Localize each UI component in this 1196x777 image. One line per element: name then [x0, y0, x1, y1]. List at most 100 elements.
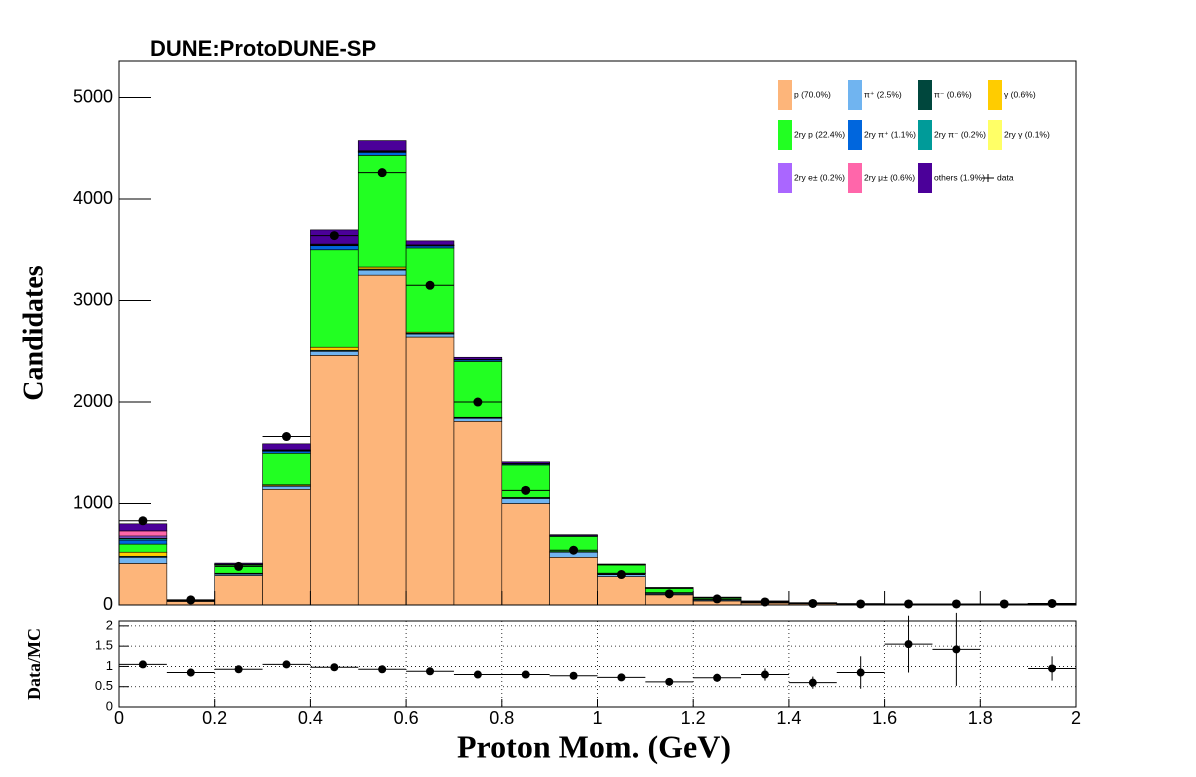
stack-segment	[454, 357, 502, 359]
stack-segment	[263, 444, 311, 450]
x-tick-label: 1.8	[968, 708, 993, 728]
stack-segment	[502, 498, 550, 503]
ratio-point	[952, 645, 960, 653]
ratio-point	[809, 679, 817, 687]
stack-segment	[454, 421, 502, 605]
y-axis-label: Candidates	[18, 265, 49, 400]
stack-segment	[502, 462, 550, 464]
legend-swatch	[778, 80, 792, 110]
legend-label: others (1.9%)	[934, 172, 985, 182]
stack-segment	[119, 552, 167, 556]
stack-segment	[119, 563, 167, 605]
ratio-point	[235, 665, 243, 673]
data-point	[617, 570, 626, 579]
legend-label: 2ry e± (0.2%)	[794, 172, 845, 182]
stack-segment	[310, 250, 358, 347]
ratio-point	[426, 667, 434, 675]
data-point	[473, 398, 482, 407]
ratio-point	[857, 669, 865, 677]
stack-segment	[119, 540, 167, 544]
data-point	[426, 281, 435, 290]
data-point	[808, 599, 817, 608]
ratio-point	[665, 678, 673, 686]
y-tick-label: 4000	[73, 188, 113, 208]
stack-segment	[119, 557, 167, 563]
stack-segment	[454, 418, 502, 421]
stack-segment	[310, 355, 358, 605]
legend-swatch	[918, 80, 932, 110]
legend-label: data	[997, 172, 1014, 182]
legend-swatch	[848, 80, 862, 110]
x-tick-label: 1.4	[776, 708, 801, 728]
legend-swatch	[778, 163, 792, 193]
stack-segment	[263, 489, 311, 605]
stack-segment	[598, 564, 646, 565]
x-tick-label: 0.8	[489, 708, 514, 728]
data-point	[569, 546, 578, 555]
stack-segment	[358, 152, 406, 155]
legend-swatch	[848, 120, 862, 150]
ratio-point	[378, 665, 386, 673]
data-point	[1000, 599, 1009, 608]
x-tick-label: 0.2	[202, 708, 227, 728]
stack-segment	[406, 248, 454, 332]
stack-segment	[358, 267, 406, 269]
stack-segment	[454, 361, 502, 417]
data-point	[904, 599, 913, 608]
ratio-point	[474, 671, 482, 679]
x-tick-label: 1.2	[681, 708, 706, 728]
chart-title: DUNE:ProtoDUNE-SP	[150, 36, 376, 61]
stack-segment	[598, 577, 646, 605]
stack-segment	[406, 334, 454, 337]
x-axis-label: Proton Mom. (GeV)	[457, 728, 731, 764]
data-point	[521, 486, 530, 495]
y-tick-label: 1000	[73, 492, 113, 512]
stack-segment	[358, 141, 406, 151]
x-tick-label: 1	[592, 708, 602, 728]
data-point	[234, 562, 243, 571]
legend-swatch	[988, 80, 1002, 110]
legend-label: π⁺ (2.5%)	[864, 89, 902, 99]
stack-segment	[550, 557, 598, 605]
legend-label: 2ry π⁻ (0.2%)	[934, 129, 986, 139]
legend-label: 2ry γ (0.1%)	[1004, 129, 1050, 139]
ratio-point	[761, 671, 769, 679]
y-tick-label: 0.5	[95, 678, 113, 693]
stack-segment	[119, 544, 167, 552]
stack-segment	[119, 536, 167, 538]
ratio-point	[187, 669, 195, 677]
data-point	[665, 589, 674, 598]
legend-swatch	[988, 120, 1002, 150]
data-point	[138, 516, 147, 525]
data-point	[713, 594, 722, 603]
legend-swatch	[778, 120, 792, 150]
y-tick-label: 2000	[73, 391, 113, 411]
y-tick-label: 0	[103, 594, 113, 614]
y-tick-label: 1.5	[95, 638, 113, 653]
stack-segment	[645, 587, 693, 588]
legend-label: 2ry p (22.4%)	[794, 129, 845, 139]
stack-segment	[406, 246, 454, 248]
legend-label: 2ry μ± (0.6%)	[864, 172, 915, 182]
ratio-point	[139, 660, 147, 668]
ratio-point	[522, 671, 530, 679]
x-tick-label: 1.6	[872, 708, 897, 728]
ratio-y-axis-label: Data/MC	[24, 628, 44, 700]
ratio-point	[617, 673, 625, 681]
ratio-point	[713, 674, 721, 682]
data-point	[952, 599, 961, 608]
stack-segment	[358, 275, 406, 605]
legend-label: γ (0.6%)	[1004, 89, 1036, 99]
ratio-point	[330, 663, 338, 671]
stack-segment	[263, 453, 311, 484]
x-tick-label: 0	[114, 708, 124, 728]
y-tick-label: 3000	[73, 289, 113, 309]
data-point	[330, 231, 339, 240]
y-tick-label: 1	[106, 658, 113, 673]
ratio-point	[905, 640, 913, 648]
stack-segment	[550, 535, 598, 536]
stack-segment	[502, 504, 550, 605]
stack-segment	[358, 270, 406, 275]
x-tick-label: 0.6	[394, 708, 419, 728]
stack-segment	[215, 576, 263, 605]
